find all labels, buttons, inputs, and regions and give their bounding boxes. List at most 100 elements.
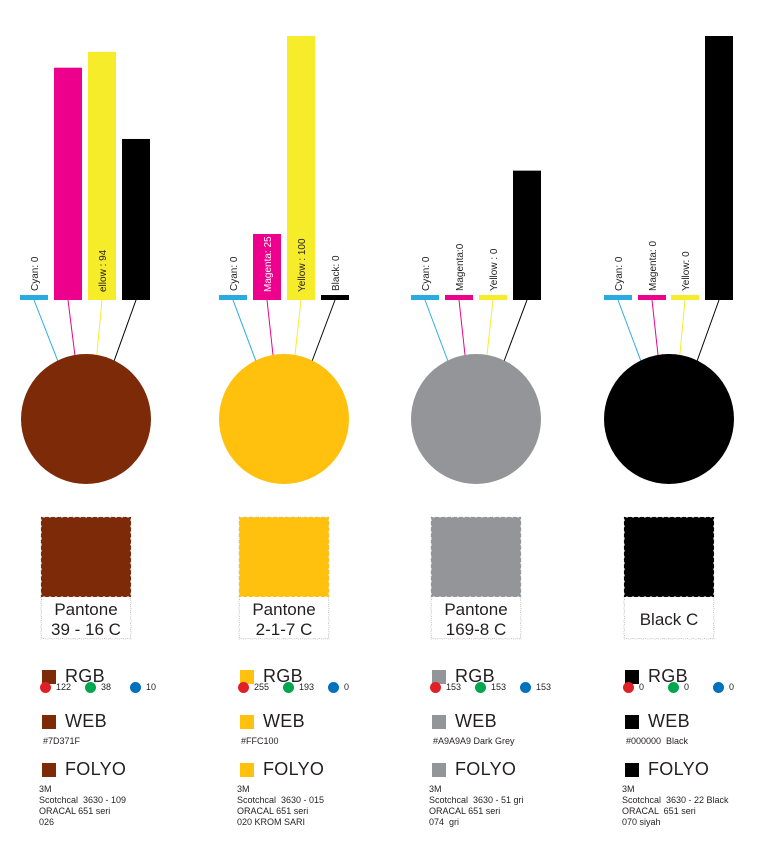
bar-label: ellow : 94 xyxy=(98,249,109,292)
connector-line xyxy=(502,299,528,365)
pantone-line: 39 - 16 C xyxy=(51,620,121,639)
connector-line xyxy=(617,299,643,365)
legend-square xyxy=(240,714,254,729)
legend-folyo: FOLYO xyxy=(42,759,126,780)
legend-word: RGB xyxy=(648,666,688,686)
blue-dot xyxy=(130,681,141,693)
bar-label: Magenta: 0 xyxy=(648,241,659,291)
color-group-2: Cyan: 0 Magenta: 25 Yellow : 100 Black: 0 xyxy=(219,36,349,640)
green-dot xyxy=(475,681,486,693)
stamp-swatch xyxy=(239,517,329,597)
legend-rgb: RGB xyxy=(42,666,105,687)
rgb-value: 38 xyxy=(101,682,112,692)
rgb-item: 153 xyxy=(475,681,507,693)
green-dot xyxy=(85,681,96,693)
bar-label: Cyan: 0 xyxy=(614,256,625,291)
connector-line xyxy=(95,299,103,365)
connector-line xyxy=(678,299,686,365)
legend-folyo: FOLYO xyxy=(625,759,709,780)
legend-square xyxy=(42,669,56,684)
bar-cyan xyxy=(604,295,632,300)
folyo-line: 074 gri xyxy=(429,817,460,827)
folyo-line: ORACAL 651 seri xyxy=(622,806,696,816)
folyo-line: ORACAL 651 seri xyxy=(237,806,309,816)
red-dot xyxy=(430,681,441,693)
connector-line xyxy=(651,299,660,365)
legend-folyo: FOLYO xyxy=(240,759,324,780)
folyo-line: 020 KROM SARI xyxy=(237,817,306,827)
rgb-value: 0 xyxy=(684,682,690,692)
web-value: #FFC100 xyxy=(241,736,279,746)
folyo-value: 3M Scotchcal 3630 - 109 ORACAL 651 seri 026 xyxy=(39,784,126,828)
legend-rgb: RGB xyxy=(432,666,495,687)
bar-label: Cyan: 0 xyxy=(229,256,240,291)
legend-web: WEB xyxy=(625,711,690,732)
green-dot xyxy=(283,681,294,693)
folyo-line: ORACAL 651 seri xyxy=(429,806,501,816)
blue-dot xyxy=(713,681,724,693)
legend-square xyxy=(42,762,56,777)
legend-word: FOLYO xyxy=(65,759,127,779)
bar-black xyxy=(705,36,733,300)
connector-line xyxy=(112,299,137,365)
legend-web: WEB xyxy=(432,711,497,732)
folyo-value: 3M Scotchcal 3630 - 22 Black ORACAL 651 se… xyxy=(622,784,729,828)
color-circle xyxy=(21,354,151,484)
legend-square xyxy=(432,669,446,684)
legend-square xyxy=(432,762,446,777)
red-dot xyxy=(40,681,51,693)
folyo-line: 3M xyxy=(39,784,52,794)
rgb-value: 0 xyxy=(729,682,735,692)
rgb-item: 0 xyxy=(623,681,644,693)
connector-line xyxy=(424,299,450,365)
color-group-1: Cyan: 0 ellow : 94 xyxy=(20,51,151,640)
green-dot xyxy=(668,681,679,693)
color-group-4: Cyan: 0 Magenta: 0 Yellow: 0 xyxy=(604,36,734,640)
legend-rgb: RGB xyxy=(625,666,688,687)
bar-label: Yellow : 0 xyxy=(489,248,500,291)
blue-dot xyxy=(520,681,531,693)
legend-word: WEB xyxy=(263,711,305,731)
folyo-line: ORACAL 651 seri xyxy=(39,806,111,816)
pantone-line: Pantone xyxy=(54,600,118,619)
folyo-line: 026 xyxy=(39,817,55,827)
folyo-line: Scotchcal 3630 - 109 xyxy=(39,795,127,805)
legend-folyo: FOLYO xyxy=(432,759,516,780)
rgb-value: 122 xyxy=(56,682,72,692)
rgb-item: 193 xyxy=(283,681,314,693)
rgb-item: 0 xyxy=(713,681,735,693)
bar-label: Magenta:0 xyxy=(455,243,466,291)
legend-square xyxy=(240,762,254,777)
folyo-line: 070 siyah xyxy=(622,817,661,827)
bar-yellow xyxy=(479,295,507,300)
red-dot xyxy=(623,681,634,693)
rgb-item: 0 xyxy=(328,681,350,693)
legend-square xyxy=(625,714,639,729)
folyo-line: Scotchcal 3630 - 51 gri xyxy=(429,795,524,805)
pantone-line: 2-1-7 C xyxy=(255,620,313,639)
pantone-label: Black C xyxy=(625,610,713,630)
rgb-item: 255 xyxy=(238,681,269,693)
rgb-item: 122 xyxy=(40,681,72,693)
connector-line xyxy=(293,299,302,365)
rgb-value: 10 xyxy=(146,682,157,692)
rgb-item: 10 xyxy=(130,681,157,693)
legend-word: WEB xyxy=(65,711,107,731)
connector-line xyxy=(232,299,258,365)
bar-black xyxy=(321,295,349,300)
bar-yellow xyxy=(671,295,699,300)
bar-magenta xyxy=(445,295,473,300)
pantone-line: Pantone xyxy=(444,600,508,619)
bar-cyan xyxy=(20,295,48,300)
bar-cyan xyxy=(411,295,439,300)
web-value: #000000 Black xyxy=(626,736,689,746)
stamp-swatch xyxy=(431,517,521,597)
legend-word: FOLYO xyxy=(263,759,325,779)
pantone-line: Pantone xyxy=(252,600,316,619)
rgb-value: 153 xyxy=(491,682,507,692)
color-circle xyxy=(219,354,349,484)
connector-line xyxy=(458,299,467,365)
rgb-value: 0 xyxy=(344,682,350,692)
rgb-item: 153 xyxy=(430,681,461,693)
